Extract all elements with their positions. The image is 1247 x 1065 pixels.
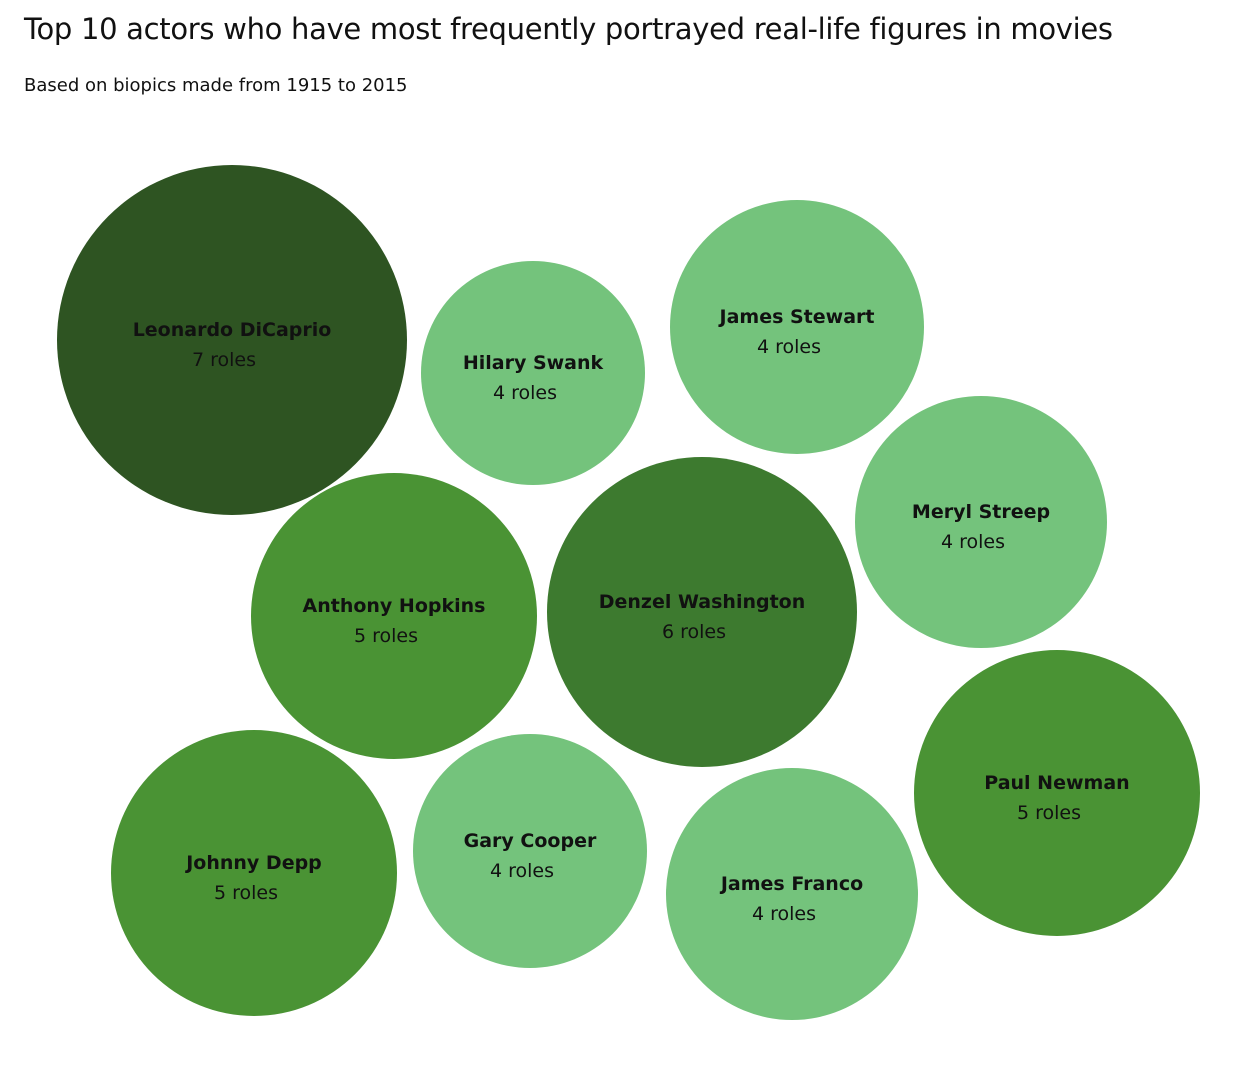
bubble-value-label: 4 roles <box>752 903 816 925</box>
bubble-name-label: Anthony Hopkins <box>303 595 486 617</box>
bubble-hilary-swank: Hilary Swank 4 roles <box>421 261 645 485</box>
bubble-name-label: Paul Newman <box>984 772 1129 794</box>
bubble-james-franco: James Franco 4 roles <box>666 768 918 1020</box>
bubble-name-label: Meryl Streep <box>912 501 1050 523</box>
bubble-name-label: Gary Cooper <box>464 830 597 852</box>
bubble-value-label: 4 roles <box>490 860 554 882</box>
bubble-name-label: Johnny Depp <box>184 852 322 874</box>
bubble-name-label: Denzel Washington <box>599 591 806 613</box>
bubble-name-label: Leonardo DiCaprio <box>133 319 332 341</box>
bubble-value-label: 5 roles <box>354 625 418 647</box>
bubble-circle-james-franco <box>666 768 918 1020</box>
bubble-value-label: 4 roles <box>757 336 821 358</box>
bubble-circle-leonardo-dicaprio <box>57 165 407 515</box>
bubble-name-label: James Franco <box>719 873 863 895</box>
bubble-meryl-streep: Meryl Streep 4 roles <box>855 396 1107 648</box>
bubble-name-label: James Stewart <box>718 306 875 328</box>
bubble-value-label: 5 roles <box>1017 802 1081 824</box>
bubble-anthony-hopkins: Anthony Hopkins 5 roles <box>251 473 537 759</box>
bubble-gary-cooper: Gary Cooper 4 roles <box>413 734 647 968</box>
bubble-circle-hilary-swank <box>421 261 645 485</box>
bubble-circle-paul-newman <box>914 650 1200 936</box>
bubble-circle-denzel-washington <box>547 457 857 767</box>
bubble-denzel-washington: Denzel Washington 6 roles <box>547 457 857 767</box>
bubble-circle-james-stewart <box>670 200 924 454</box>
bubble-circle-anthony-hopkins <box>251 473 537 759</box>
bubble-paul-newman: Paul Newman 5 roles <box>914 650 1200 936</box>
bubble-leonardo-dicaprio: Leonardo DiCaprio 7 roles <box>57 165 407 515</box>
bubble-circle-gary-cooper <box>413 734 647 968</box>
bubble-value-label: 4 roles <box>941 531 1005 553</box>
bubble-johnny-depp: Johnny Depp 5 roles <box>111 730 397 1016</box>
bubble-value-label: 4 roles <box>493 382 557 404</box>
bubble-value-label: 6 roles <box>662 621 726 643</box>
bubble-name-label: Hilary Swank <box>463 352 604 374</box>
bubble-james-stewart: James Stewart 4 roles <box>670 200 924 454</box>
bubble-circle-meryl-streep <box>855 396 1107 648</box>
bubble-circle-johnny-depp <box>111 730 397 1016</box>
chart-title: Top 10 actors who have most frequently p… <box>24 12 1113 46</box>
chart-subtitle: Based on biopics made from 1915 to 2015 <box>24 75 408 96</box>
bubble-value-label: 5 roles <box>214 882 278 904</box>
bubble-value-label: 7 roles <box>192 349 256 371</box>
